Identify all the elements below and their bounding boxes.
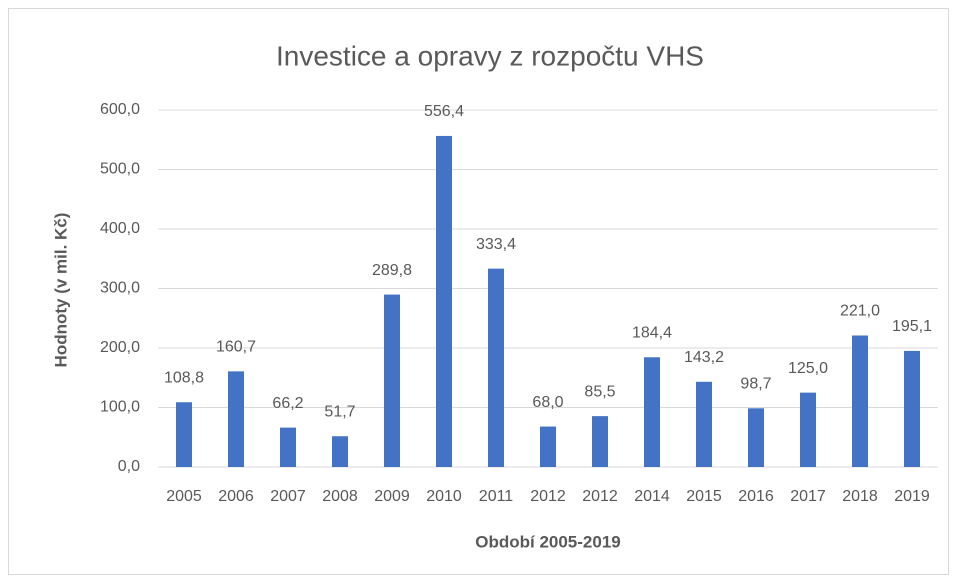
x-tick-label: 2006 (218, 488, 254, 505)
x-tick-label: 2018 (842, 488, 878, 505)
y-tick-label: 600,0 (100, 101, 140, 118)
x-tick-label: 2010 (426, 488, 462, 505)
data-label: 85,5 (584, 383, 615, 400)
data-label: 333,4 (476, 236, 516, 253)
bar (540, 426, 556, 467)
x-tick-label: 2015 (686, 488, 722, 505)
x-tick-label: 2014 (634, 488, 670, 505)
data-label: 68,0 (532, 394, 563, 411)
data-label: 556,4 (424, 103, 464, 120)
data-label: 221,0 (840, 303, 880, 320)
bar (436, 135, 452, 467)
x-axis-title: Období 2005-2019 (475, 532, 621, 551)
bar (800, 392, 816, 467)
x-tick-label: 2005 (166, 488, 202, 505)
chart-title: Investice a opravy z rozpočtu VHS (276, 40, 704, 71)
data-label: 51,7 (324, 403, 355, 420)
x-tick-label: 2019 (894, 488, 930, 505)
chart-border (8, 8, 949, 575)
bar (384, 294, 400, 467)
bar (176, 402, 192, 467)
x-tick-label: 2012 (582, 488, 618, 505)
data-label: 108,8 (164, 369, 204, 386)
bar (696, 381, 712, 467)
bar (592, 416, 608, 467)
bar (228, 371, 244, 467)
bar (488, 268, 504, 467)
x-tick-label: 2009 (374, 488, 410, 505)
data-label: 289,8 (372, 262, 412, 279)
x-tick-label: 2016 (738, 488, 774, 505)
y-tick-label: 200,0 (100, 339, 140, 356)
y-tick-label: 300,0 (100, 280, 140, 297)
x-tick-label: 2017 (790, 488, 826, 505)
bar (280, 427, 296, 467)
bar (904, 350, 920, 467)
data-label: 66,2 (272, 395, 303, 412)
x-tick-label: 2008 (322, 488, 358, 505)
data-label: 125,0 (788, 360, 828, 377)
y-tick-label: 500,0 (100, 161, 140, 178)
bar (852, 335, 868, 467)
data-label: 184,4 (632, 325, 672, 342)
data-label: 98,7 (740, 375, 771, 392)
bar (332, 436, 348, 467)
y-tick-label: 400,0 (100, 220, 140, 237)
y-tick-label: 100,0 (100, 399, 140, 416)
bar (748, 408, 764, 467)
x-tick-label: 2012 (530, 488, 566, 505)
y-tick-label: 0,0 (118, 458, 140, 475)
data-label: 160,7 (216, 339, 256, 356)
bar (644, 357, 660, 467)
data-label: 195,1 (892, 318, 932, 335)
x-tick-label: 2007 (270, 488, 306, 505)
x-tick-label: 2011 (479, 488, 514, 505)
data-label: 143,2 (684, 349, 724, 366)
y-axis-title: Hodnoty (v mil. Kč) (51, 213, 70, 368)
